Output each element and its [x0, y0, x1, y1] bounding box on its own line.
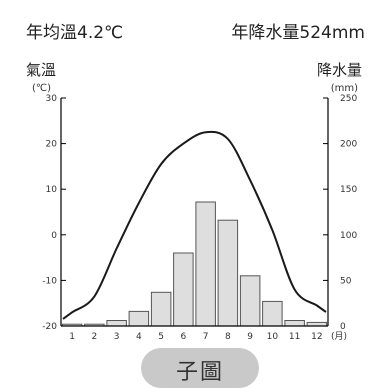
x-axis-tick-label: 12 — [311, 332, 322, 342]
right-axis-tick-label: 100 — [340, 231, 357, 241]
x-axis-tick-label: 8 — [225, 332, 231, 342]
left-axis-tick-label: 10 — [46, 185, 58, 195]
precipitation-bar — [284, 320, 305, 327]
right-axis-tick-label: 0 — [340, 322, 346, 332]
precipitation-bar — [173, 252, 194, 327]
left-axis-tick-label: -10 — [42, 276, 57, 286]
temperature-line — [62, 130, 327, 320]
precipitation-bar — [106, 320, 127, 327]
precipitation-bar — [217, 219, 239, 327]
left-axis-tick-label: 30 — [46, 94, 58, 104]
right-axis-unit: (mm) — [331, 83, 358, 94]
x-axis-tick-label: 6 — [181, 332, 187, 342]
right-axis-tick-label: 50 — [340, 276, 352, 286]
annual-precipitation-label: 年降水量524mm — [231, 23, 365, 43]
right-axis-tick-label: 200 — [340, 140, 357, 150]
chart-axes — [60, 97, 329, 327]
climate-chart: 年均溫4.2℃ 年降水量524mm 氣溫 (℃) 降水量 (mm) 302010… — [26, 23, 365, 342]
average-temperature-label: 年均溫4.2℃ — [26, 23, 123, 43]
left-axis-tick-label: 0 — [51, 231, 57, 241]
climate-chart-panel: 年均溫4.2℃ 年降水量524mm 氣溫 (℃) 降水量 (mm) 30 20 10… — [26, 23, 365, 388]
temperature-line-layer — [62, 130, 327, 320]
x-axis-unit: (月) — [331, 331, 347, 342]
precipitation-bar — [128, 310, 150, 327]
x-axis-tick-label: 7 — [203, 332, 209, 342]
sub-figure-tab-label: 子圖 — [175, 360, 224, 385]
precipitation-bar — [195, 201, 216, 327]
precipitation-bar — [239, 275, 261, 327]
right-axis-tick-label: 150 — [340, 185, 357, 195]
x-axis-tick-label: 2 — [92, 332, 98, 342]
left-axis-tick-label: -20 — [42, 322, 57, 332]
x-axis-tick-label: 4 — [136, 332, 142, 342]
precipitation-bar — [150, 291, 172, 327]
x-axis-tick-label: 11 — [289, 332, 300, 342]
left-axis-title: 氣溫 — [26, 61, 56, 79]
precipitation-bar — [262, 300, 283, 327]
left-axis-unit: (℃) — [32, 83, 51, 94]
x-axis-tick-label: 10 — [267, 332, 279, 342]
x-axis-tick-label: 5 — [158, 332, 164, 342]
x-axis-tick-label: 1 — [69, 332, 75, 342]
right-axis-title: 降水量 — [317, 61, 362, 79]
left-axis-tick-label: 20 — [46, 140, 58, 150]
x-axis-tick-label: 3 — [114, 332, 120, 342]
right-axis-tick-label: 250 — [340, 94, 357, 104]
sub-figure-tab[interactable]: 子圖 — [141, 348, 259, 388]
x-axis-tick-label: 9 — [247, 332, 253, 342]
precipitation-bars — [61, 201, 328, 327]
